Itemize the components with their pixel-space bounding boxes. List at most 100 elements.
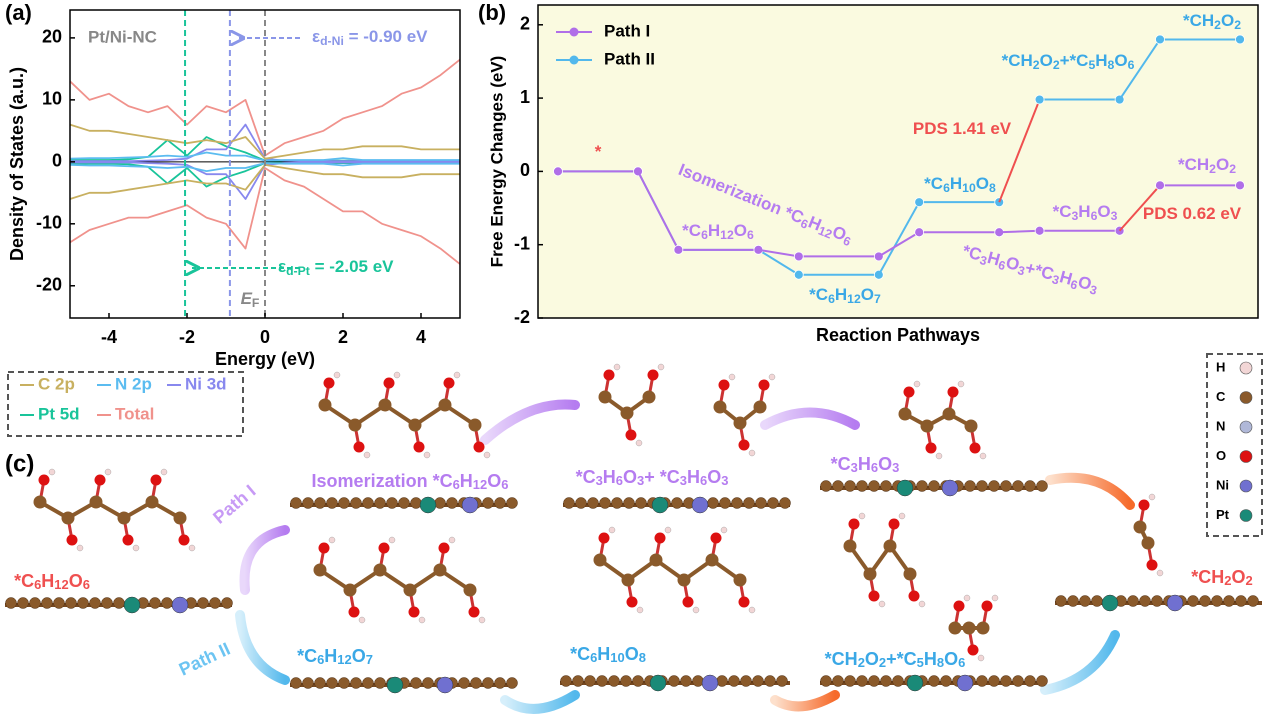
slab-atom [1199,595,1211,607]
slab-atom [916,480,928,492]
carbon-atom [642,390,656,404]
atom-legend-ball [1239,479,1253,493]
connector [999,229,1040,234]
slab-atom [1024,675,1036,687]
hydrogen-atom [448,536,456,544]
slab-atom [1055,595,1067,607]
hydrogen-atom [76,544,84,552]
oxygen-atom [383,377,395,389]
slab-atom [1036,675,1048,687]
oxygen-atom [738,439,750,451]
slab-atom [740,675,752,687]
energy-point [553,166,563,177]
slab-atom [716,675,728,687]
slab-atom [671,497,683,509]
slab-metal [123,596,141,614]
energy-point [1034,94,1045,105]
oxygen-atom [408,606,420,618]
slab-atom [976,675,988,687]
annotation: EF [241,289,260,309]
hydrogen-atom [328,536,336,544]
slab-atom [988,480,1000,492]
slab-atom [1151,595,1163,607]
slab-atom [1000,480,1012,492]
slab-atom [928,675,940,687]
slab-atom [1012,480,1024,492]
energy-point [793,251,804,262]
slab-atom [844,675,856,687]
oxygen-atom [925,442,937,454]
slab-atom [506,677,518,689]
y-tick-label: 0 [52,151,62,171]
slab-atom [599,497,611,509]
reaction-arrow [1045,472,1135,510]
slab-metal [649,674,667,692]
slab-atom [1247,595,1259,607]
dos-line [69,123,460,160]
slab-atom [856,675,868,687]
carbon-atom [468,418,482,432]
oxygen-atom [1146,559,1158,571]
hydrogen-atom [692,606,700,614]
oxygen-atom [758,379,770,391]
annotation: εd-Pt = -2.05 eV [278,257,394,277]
oxygen-atom [413,441,425,453]
oxygen-atom [66,534,78,546]
hydrogen-atom [388,536,396,544]
scheme-label: *C6H12O7 [297,646,373,668]
slab-atom [1235,595,1247,607]
legend-label: Pt 5d [38,404,80,423]
oxygen-atom [348,606,360,618]
slab-atom [880,675,892,687]
slab-atom [596,675,608,687]
slab-metal [956,674,974,692]
carbon-atom [964,419,978,433]
annotation: *CH2O2 [1178,155,1236,175]
slab-atom [587,497,599,509]
oxygen-atom [868,590,880,602]
slab-atom [482,677,494,689]
slab-atom [17,597,29,609]
reaction-arrow [480,399,580,445]
scheme-label: *CH2O2 [1191,567,1252,589]
slab-atom [620,675,632,687]
atom-legend-label: N [1216,418,1225,433]
scheme-label: Path II [176,638,233,679]
hydrogen-atom [768,373,776,381]
annotation: PDS 1.41 eV [913,119,1012,138]
slab-atom [1000,675,1012,687]
legend-box [7,371,244,437]
legend-label: Total [115,404,154,423]
annotation: εd-Ni = -0.90 eV [312,27,428,47]
energy-point [914,227,925,238]
slab-atom [608,675,620,687]
hydrogen-atom [1156,569,1164,577]
slab-atom [1223,595,1235,607]
atom-legend-ball [1239,420,1253,434]
atom-legend-ball [1239,509,1253,522]
slab-atom [482,497,494,509]
annotation: PDS 0.62 eV [1143,204,1242,223]
oxygen-atom [443,377,455,389]
connector [637,170,680,251]
slab-atom [632,675,644,687]
legend-marker [569,55,579,65]
carbon-atom [733,573,747,587]
oxygen-atom [969,442,981,454]
hydrogen-atom [104,468,112,476]
hydrogen-atom [977,654,985,662]
slab-atom [197,597,209,609]
slab-atom [832,480,844,492]
y-tick-label: 1 [520,87,530,107]
oxygen-atom [967,644,979,656]
reaction-arrow [500,690,580,714]
hydrogen-atom [613,363,621,371]
slab-atom [5,597,17,609]
hydrogen-atom [979,452,987,460]
slab-atom [776,675,788,687]
oxygen-atom [738,596,750,608]
plot-frame [537,4,1259,319]
slab-atom [53,597,65,609]
carbon-atom [463,583,477,597]
